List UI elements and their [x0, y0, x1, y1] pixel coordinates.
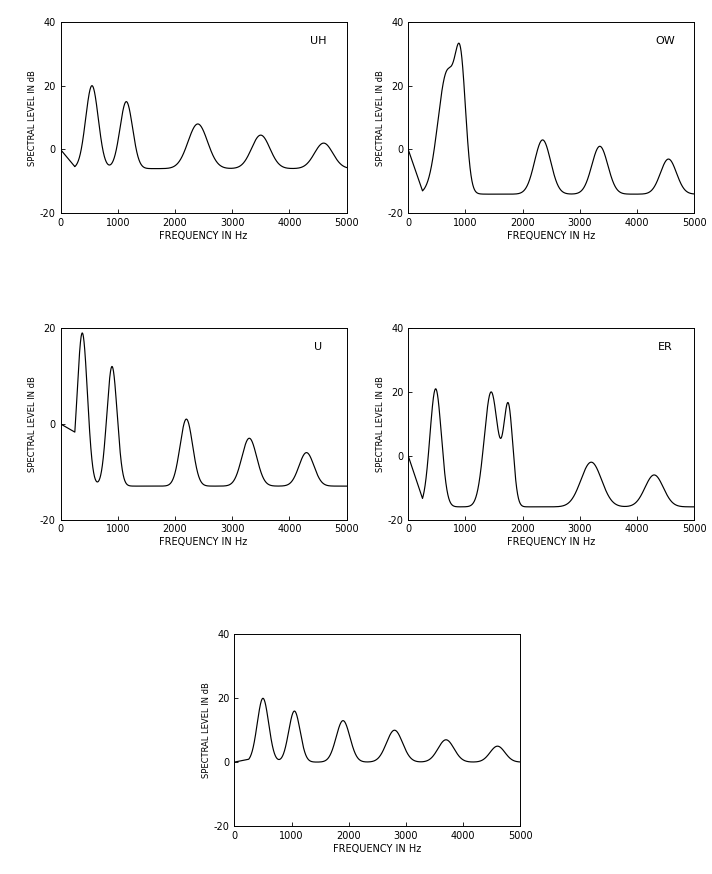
X-axis label: FREQUENCY IN Hz: FREQUENCY IN Hz [333, 843, 422, 854]
Y-axis label: SPECTRAL LEVEL IN dB: SPECTRAL LEVEL IN dB [28, 376, 37, 472]
Y-axis label: SPECTRAL LEVEL IN dB: SPECTRAL LEVEL IN dB [201, 683, 211, 778]
Text: U: U [314, 343, 322, 352]
Y-axis label: SPECTRAL LEVEL IN dB: SPECTRAL LEVEL IN dB [28, 70, 37, 165]
Y-axis label: SPECTRAL LEVEL IN dB: SPECTRAL LEVEL IN dB [376, 70, 384, 165]
X-axis label: FREQUENCY IN Hz: FREQUENCY IN Hz [159, 538, 248, 547]
Text: OW: OW [656, 36, 676, 46]
X-axis label: FREQUENCY IN Hz: FREQUENCY IN Hz [507, 231, 595, 241]
X-axis label: FREQUENCY IN Hz: FREQUENCY IN Hz [159, 231, 248, 241]
Y-axis label: SPECTRAL LEVEL IN dB: SPECTRAL LEVEL IN dB [376, 376, 384, 472]
Text: UH: UH [310, 36, 326, 46]
X-axis label: FREQUENCY IN Hz: FREQUENCY IN Hz [507, 538, 595, 547]
Text: ER: ER [658, 343, 673, 352]
